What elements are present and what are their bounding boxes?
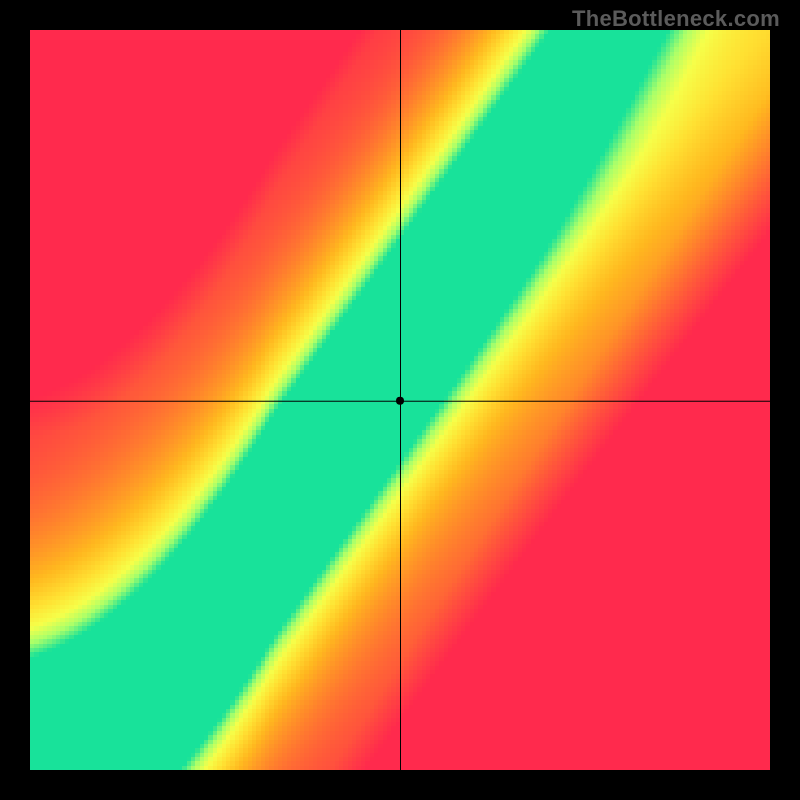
watermark-text: TheBottleneck.com (572, 6, 780, 32)
heatmap-canvas (30, 30, 770, 770)
heatmap-plot (30, 30, 770, 770)
